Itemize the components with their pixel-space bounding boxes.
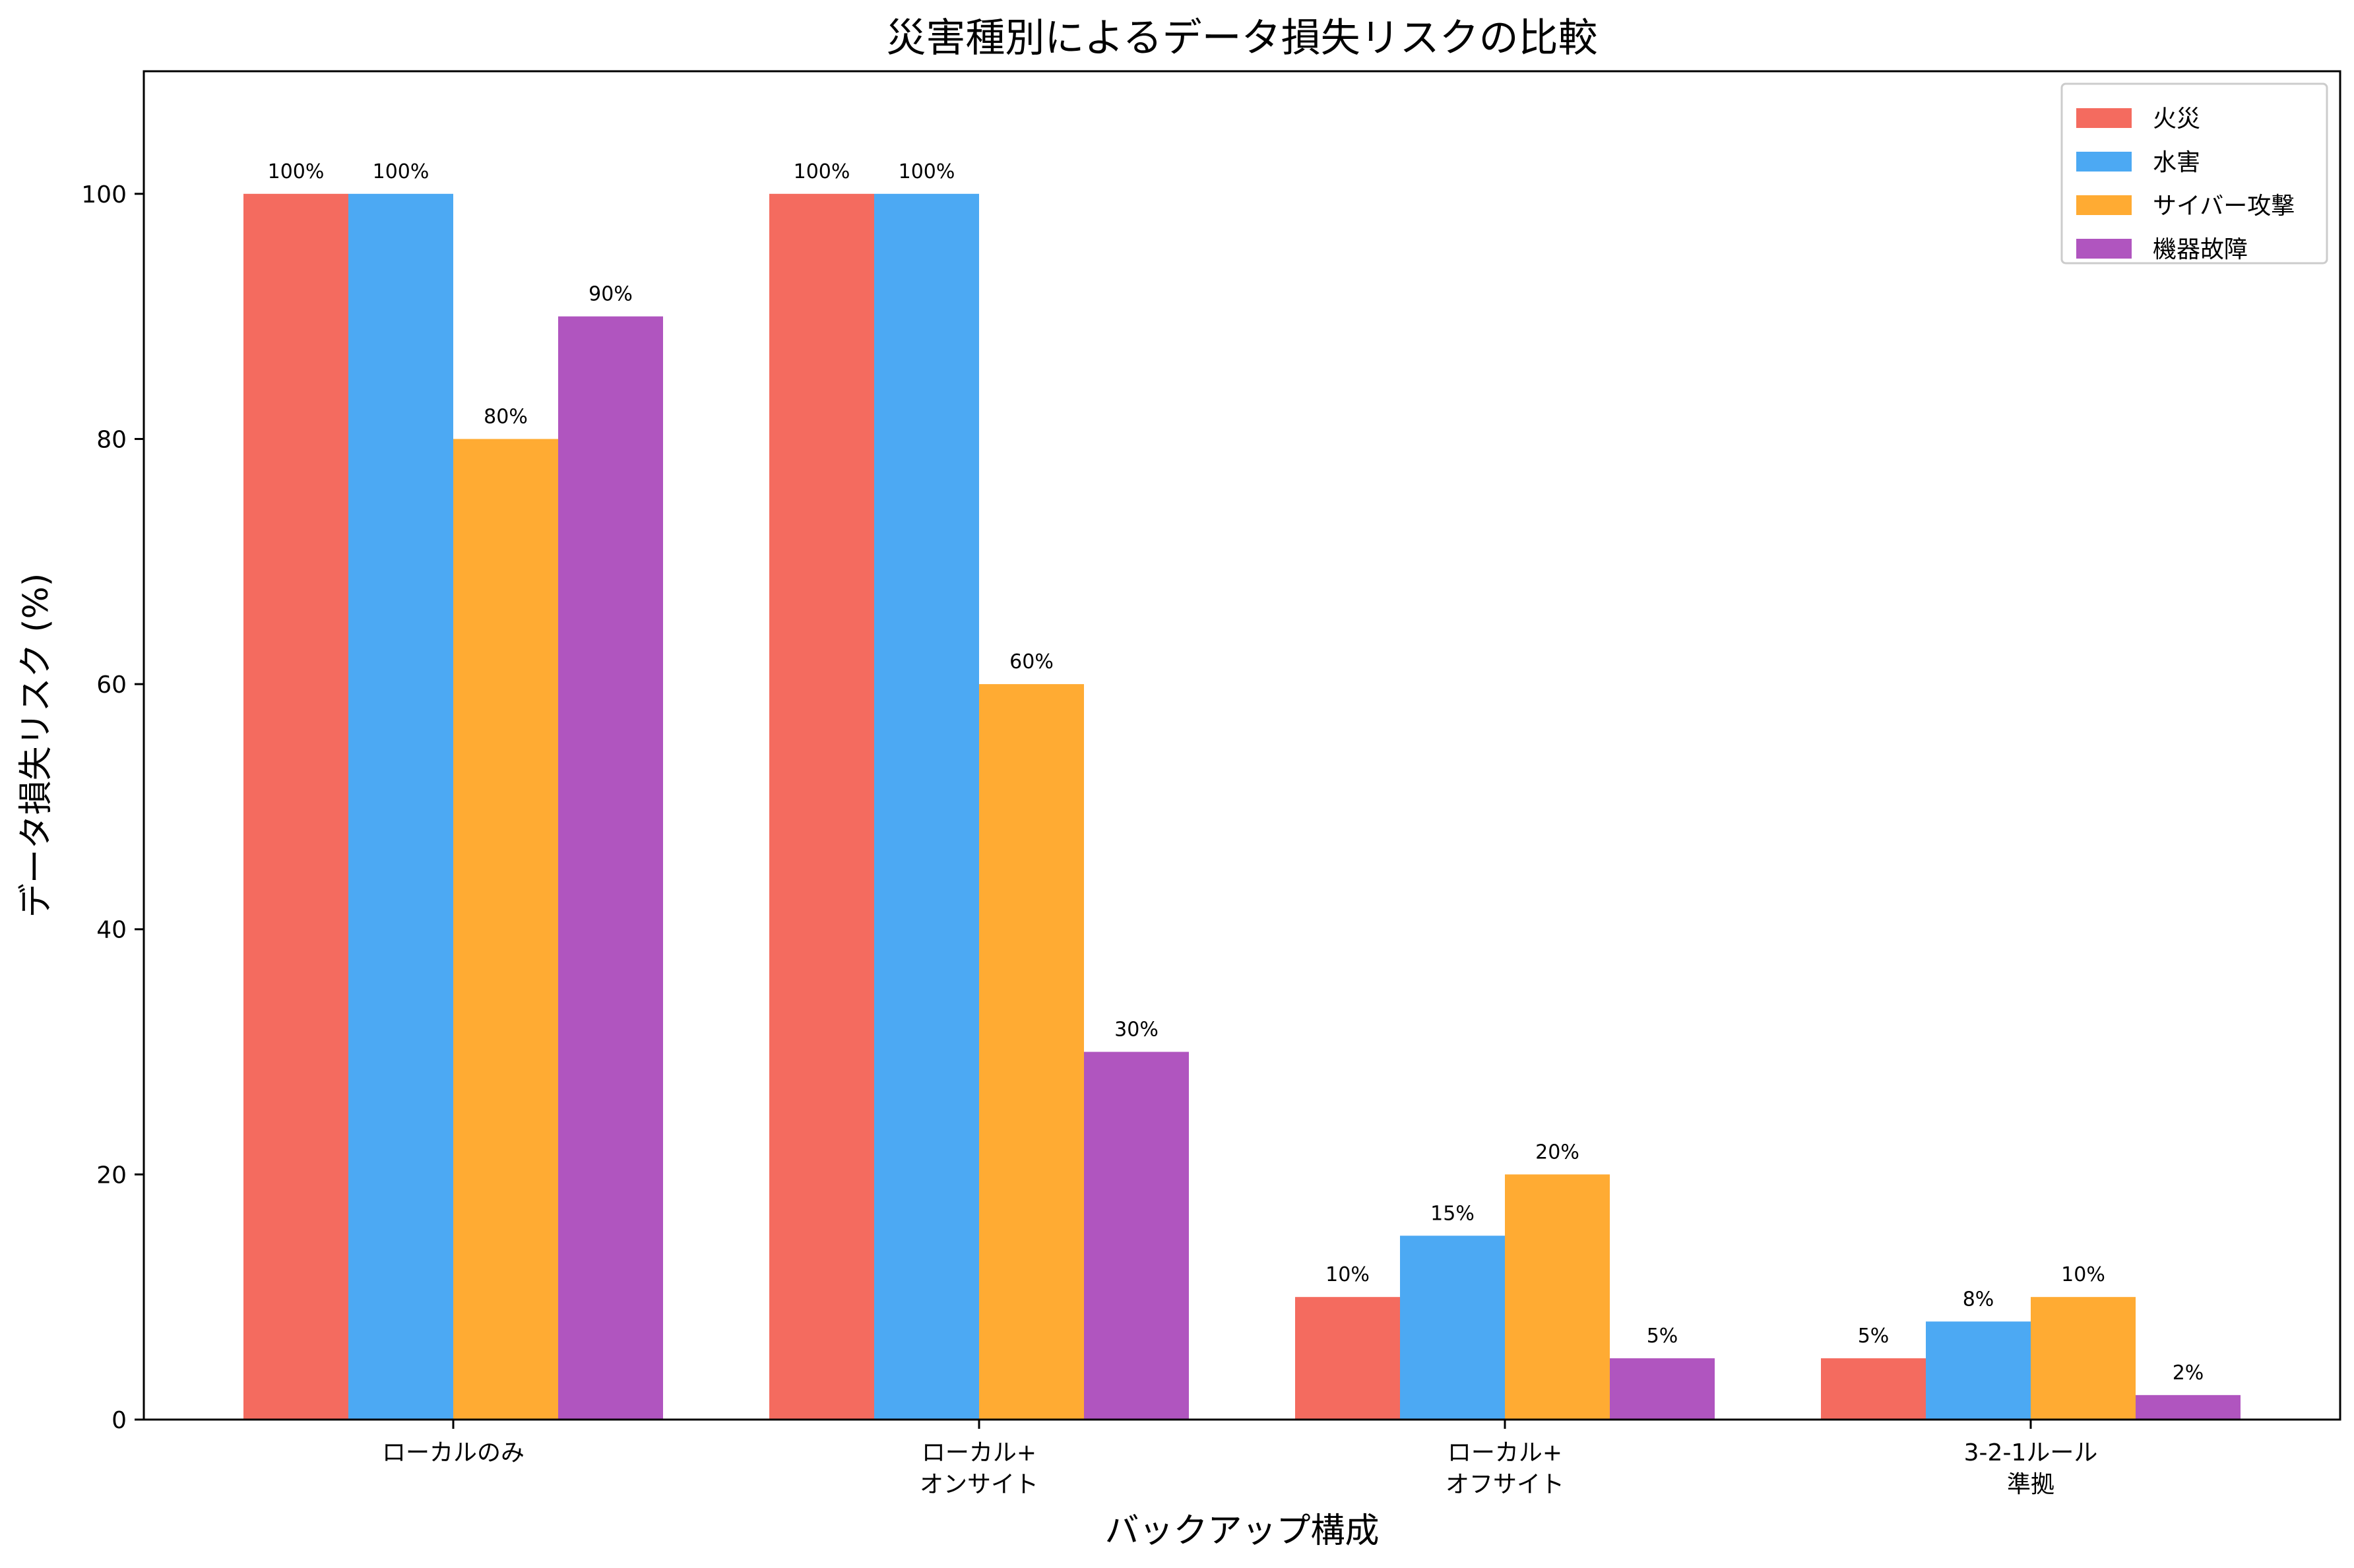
bar-1-0 [769, 193, 874, 1420]
bar-value-label: 60% [1009, 650, 1054, 674]
bar-value-label: 80% [484, 405, 528, 428]
bar-value-label: 2% [2173, 1362, 2204, 1385]
bar-value-label: 30% [1114, 1019, 1159, 1042]
bar-2-1 [1400, 1236, 1505, 1420]
legend-label: サイバー攻撃 [2153, 193, 2295, 220]
chart-title: 災害種別によるデータ損失リスクの比較 [886, 15, 1597, 61]
x-axis-label: バックアップ構成 [1104, 1511, 1379, 1551]
axes: 0 20 40 60 80 100 ローカルのみ ローカル+ オンサイト ローカル+ オフサイト 3-… [81, 70, 2341, 1498]
x-tick-label: ローカル+ [922, 1439, 1036, 1466]
bar-value-label: 5% [1858, 1325, 1890, 1348]
legend-swatch [2076, 195, 2132, 215]
legend-swatch [2076, 239, 2132, 259]
bar-value-label: 100% [268, 160, 325, 183]
y-tick-label: 40 [96, 917, 127, 944]
y-tick-label: 100 [81, 181, 127, 208]
bar-label-group: 100% 100% 80% 90% 100% 100% 60% 30% 10% 15% 20% 5% 5… [268, 160, 2204, 1385]
bar-value-label: 10% [1325, 1263, 1370, 1286]
x-tick-label: 準拠 [2007, 1471, 2054, 1498]
y-tick-label: 0 [111, 1407, 127, 1434]
y-axis-label: データ損失リスク (%) [16, 573, 56, 918]
bar-value-label: 5% [1647, 1325, 1678, 1348]
plot-frame [143, 70, 2341, 1421]
bar-value-label: 20% [1535, 1141, 1579, 1164]
bar-value-label: 100% [794, 160, 850, 183]
x-tick-label: 3-2-1ルール [1964, 1439, 2098, 1466]
bar-0-3 [558, 316, 663, 1420]
bar-value-label: 100% [899, 160, 955, 183]
x-tick-label: オンサイト [920, 1471, 1038, 1498]
x-tick-label: ローカルのみ [382, 1439, 525, 1466]
x-tick-label: ローカル+ [1447, 1439, 1562, 1466]
bar-0-0 [243, 193, 348, 1420]
bar-value-label: 100% [373, 160, 429, 183]
bar-value-label: 8% [1963, 1288, 1994, 1311]
bar-2-3 [1610, 1358, 1715, 1420]
bar-3-1 [1926, 1321, 2031, 1420]
legend-box [2060, 82, 2328, 265]
x-tick-label: オフサイト [1446, 1471, 1564, 1498]
legend-label: 水害 [2153, 149, 2200, 176]
bar-3-0 [1821, 1358, 1926, 1420]
bar-group [243, 193, 2241, 1420]
bar-1-3 [1084, 1051, 1189, 1420]
legend-label: 機器故障 [2153, 236, 2248, 263]
legend-swatch [2076, 108, 2132, 128]
bar-1-1 [874, 193, 979, 1420]
legend-label: 火災 [2153, 106, 2200, 133]
bar-value-label: 15% [1430, 1202, 1475, 1225]
y-tick-label: 80 [96, 426, 127, 453]
bar-3-3 [2136, 1395, 2241, 1420]
bar-2-2 [1505, 1174, 1610, 1420]
bar-value-label: 90% [588, 283, 633, 306]
legend-swatch [2076, 152, 2132, 172]
y-tick-label: 20 [96, 1162, 127, 1189]
y-tick-label: 60 [96, 672, 127, 699]
bar-2-0 [1295, 1297, 1400, 1420]
bar-value-label: 10% [2061, 1263, 2105, 1286]
bar-0-2 [453, 439, 558, 1420]
bar-3-2 [2031, 1297, 2136, 1420]
bar-1-2 [979, 684, 1084, 1420]
bar-0-1 [348, 193, 453, 1420]
